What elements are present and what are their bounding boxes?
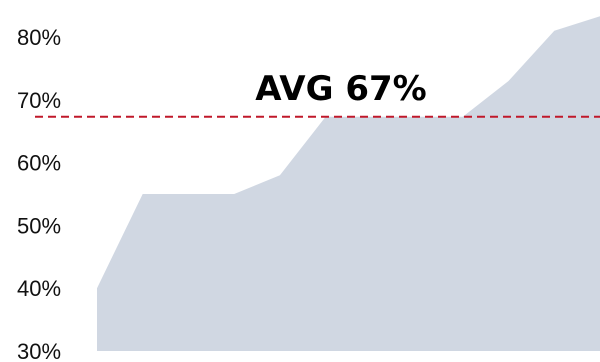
area-series: [97, 16, 600, 352]
y-tick-label: 60%: [17, 151, 61, 176]
average-label: AVG 67%: [255, 69, 426, 109]
y-tick-label: 80%: [17, 25, 61, 50]
y-tick-label: 40%: [17, 276, 61, 301]
y-tick-label: 30%: [17, 339, 61, 362]
y-tick-label: 70%: [17, 88, 61, 113]
y-tick-label: 50%: [17, 213, 61, 238]
y-axis-ticks: 30% 40% 50% 60% 70% 80%: [17, 25, 61, 362]
